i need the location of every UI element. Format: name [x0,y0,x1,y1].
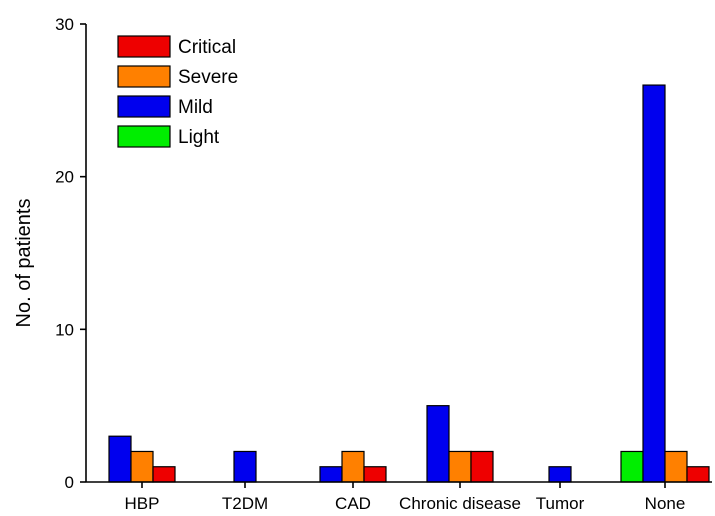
bar-t2dm-mild [233,450,257,483]
x-tick-label-none: None [645,494,686,513]
bar-none-severe [664,450,688,483]
bar-hbp-severe [130,450,154,483]
y-tick-label-10: 10 [55,320,74,339]
legend-label-critical: Critical [178,37,236,58]
y-tick-label-0: 0 [65,473,74,492]
bar-chronic-disease-critical [470,450,494,483]
x-tick-label-tumor: Tumor [536,494,585,513]
bar-hbp-critical [152,466,176,483]
bar-hbp-mild [108,435,132,483]
x-tick-label-t2dm: T2DM [222,494,268,513]
axes-group [85,24,712,483]
bar-tumor-mild [548,466,572,483]
bar-chronic-disease-severe [448,450,472,483]
legend: Critical Severe Mild Light [117,35,238,148]
bar-cad-critical [363,466,387,483]
legend-swatch-severe [117,65,171,88]
y-ticks-group: 0 10 20 30 [55,15,86,492]
bar-chronic-disease-mild [426,405,450,483]
legend-label-light: Light [178,127,220,148]
bar-none-critical [686,466,710,483]
legend-swatch-light [117,125,171,148]
bar-cad-mild [319,466,343,483]
x-tick-label-chronic-disease: Chronic disease [399,494,521,513]
x-tick-labels-group: HBP T2DM CAD Chronic disease Tumor None [125,482,686,513]
bar-none-light [620,450,644,483]
bar-cad-severe [341,450,365,483]
y-tick-label-20: 20 [55,168,74,187]
bar-none-mild [642,84,666,483]
legend-swatch-mild [117,95,171,118]
legend-label-severe: Severe [178,67,238,88]
y-axis-title: No. of patients [13,199,35,328]
x-tick-label-cad: CAD [335,494,371,513]
legend-label-mild: Mild [178,97,213,118]
legend-swatch-critical [117,35,171,58]
x-tick-label-hbp: HBP [125,494,160,513]
y-tick-label-30: 30 [55,15,74,34]
